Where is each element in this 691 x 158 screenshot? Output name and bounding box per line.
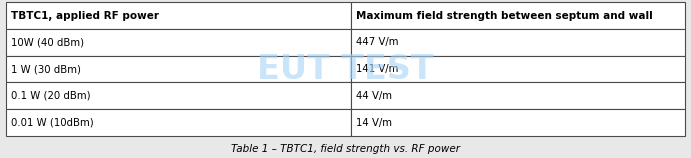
Bar (351, 56, 685, 82)
Text: 0.01 W (10dBm): 0.01 W (10dBm) (11, 118, 94, 128)
Text: Maximum field strength between septum and wall: Maximum field strength between septum an… (357, 11, 653, 21)
Text: 1 W (30 dBm): 1 W (30 dBm) (11, 64, 81, 74)
Text: 447 V/m: 447 V/m (357, 37, 399, 47)
Text: 10W (40 dBm): 10W (40 dBm) (11, 37, 84, 47)
Text: 44 V/m: 44 V/m (357, 91, 392, 101)
Bar (351, 2, 685, 29)
Bar (6, 109, 351, 136)
Text: Table 1 – TBTC1, field strength vs. RF power: Table 1 – TBTC1, field strength vs. RF p… (231, 144, 460, 154)
Text: TBTC1, applied RF power: TBTC1, applied RF power (11, 11, 159, 21)
Bar (6, 29, 351, 56)
Text: EUT TEST: EUT TEST (257, 53, 434, 86)
Text: 141 V/m: 141 V/m (357, 64, 399, 74)
Bar (351, 29, 685, 56)
Bar (351, 82, 685, 109)
Bar (6, 2, 351, 29)
Text: 14 V/m: 14 V/m (357, 118, 392, 128)
Bar (6, 82, 351, 109)
Text: 0.1 W (20 dBm): 0.1 W (20 dBm) (11, 91, 91, 101)
Bar (351, 109, 685, 136)
Bar (6, 56, 351, 82)
